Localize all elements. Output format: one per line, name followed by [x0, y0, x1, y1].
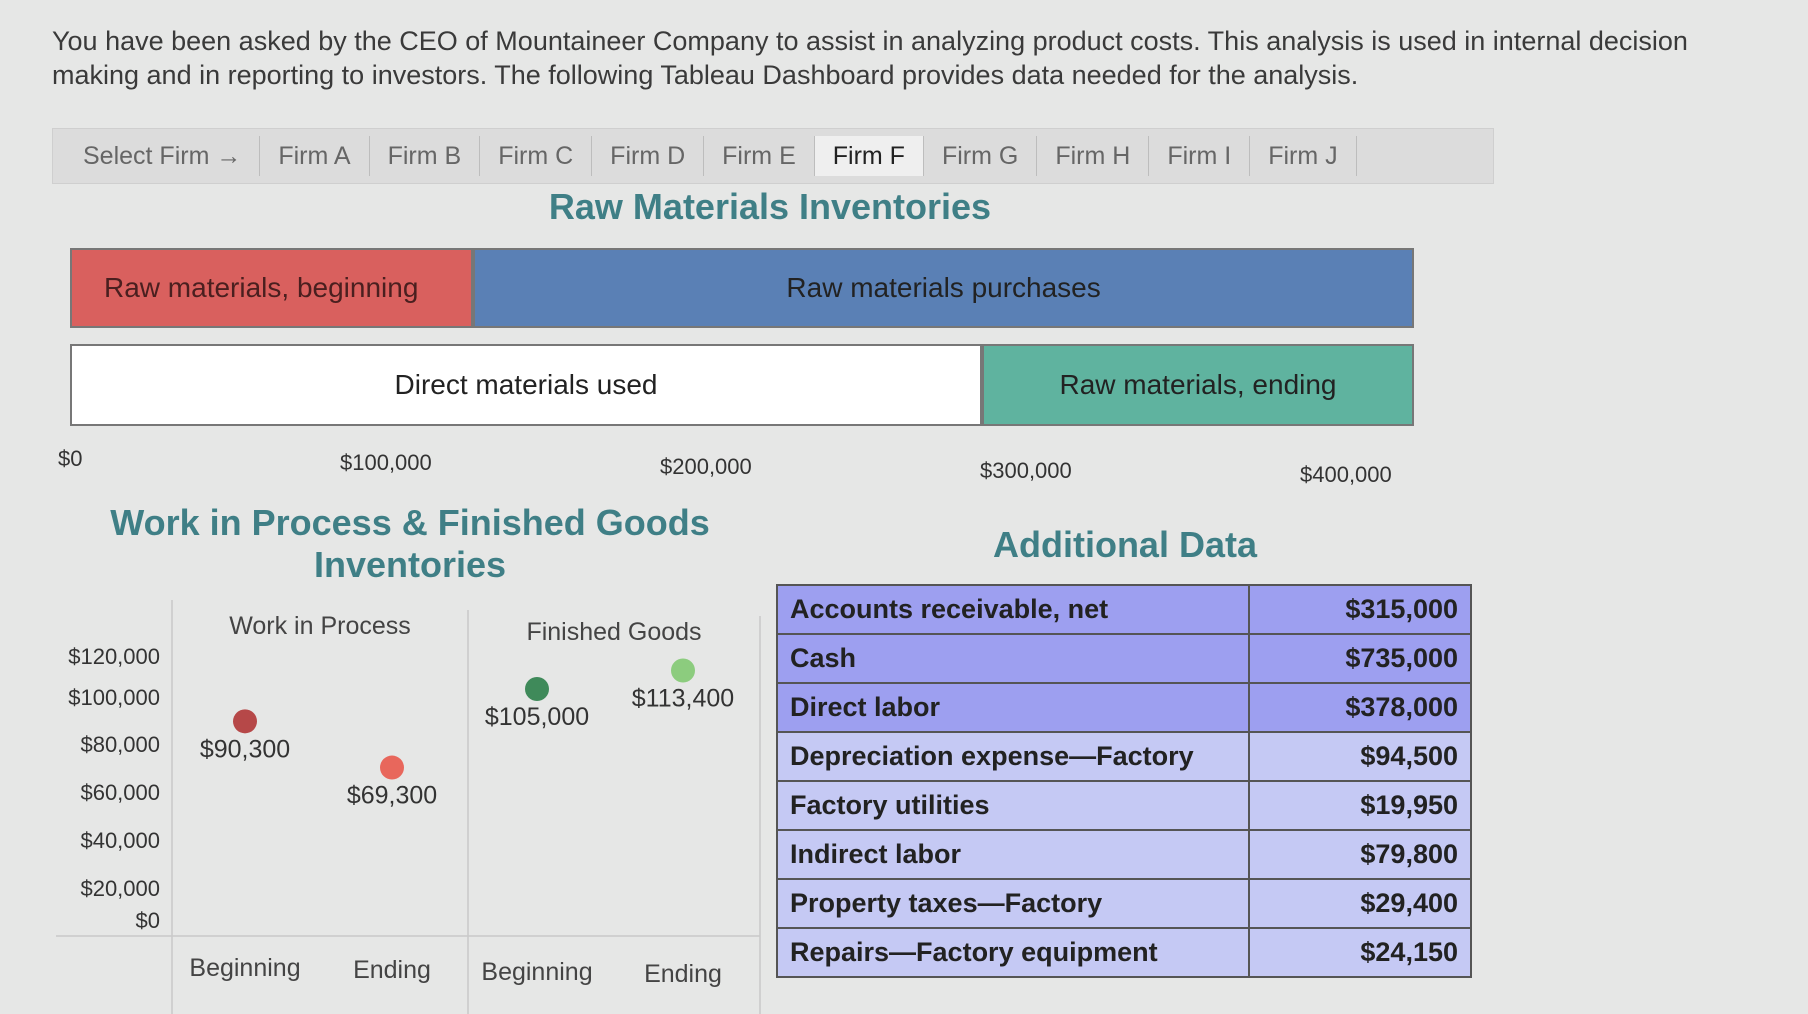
- table-row-value: $29,400: [1248, 878, 1472, 929]
- select-firm-label: Select Firm →: [53, 136, 261, 176]
- bar-raw-beginning-label: Raw materials, beginning: [104, 272, 419, 303]
- table-row-label: Accounts receivable, net: [776, 584, 1250, 635]
- additional-data-title: Additional Data: [992, 524, 1257, 565]
- wip-y-tick: $80,000: [80, 732, 160, 757]
- table-row: Property taxes—Factory $29,400: [776, 878, 1472, 929]
- bar-raw-purchases-label: Raw materials purchases: [786, 272, 1101, 303]
- inventory-point-label: $105,000: [485, 703, 589, 731]
- bar-raw-ending: Raw materials, ending: [982, 344, 1414, 426]
- wip-fg-title: Work in Process & Finished Goods Invento…: [90, 502, 730, 586]
- wip-y-tick: $100,000: [68, 685, 160, 710]
- fg-x-label: Beginning: [481, 958, 592, 986]
- inventory-point: [380, 755, 404, 780]
- raw-axis-tick: $300,000: [980, 458, 1072, 483]
- tab-firm-g[interactable]: Firm G: [924, 136, 1038, 176]
- table-row-value: $79,800: [1248, 829, 1472, 880]
- tab-firm-b[interactable]: Firm B: [370, 136, 481, 176]
- tab-firm-d[interactable]: Firm D: [592, 136, 705, 176]
- bar-direct-materials-used-label: Direct materials used: [394, 369, 658, 400]
- table-row: Factory utilities $19,950: [776, 780, 1472, 831]
- firm-tabs: Select Firm → Firm A Firm B Firm C Firm …: [52, 128, 1494, 184]
- raw-axis-tick: $200,000: [660, 454, 752, 479]
- inventory-point-label: $69,300: [347, 782, 437, 810]
- raw-axis-tick: $400,000: [1300, 462, 1392, 487]
- table-row: Direct labor $378,000: [776, 682, 1472, 733]
- table-row-value: $19,950: [1248, 780, 1472, 831]
- table-row-label: Property taxes—Factory: [776, 878, 1250, 929]
- tab-firm-a[interactable]: Firm A: [260, 136, 370, 176]
- wip-y-tick: $20,000: [80, 876, 160, 901]
- table-row-value: $24,150: [1248, 927, 1472, 978]
- fg-x-label: Ending: [644, 960, 722, 988]
- table-row-value: $378,000: [1248, 682, 1472, 733]
- table-row-value: $735,000: [1248, 633, 1472, 684]
- bar-raw-ending-label: Raw materials, ending: [1059, 369, 1337, 400]
- additional-data-table: Accounts receivable, net $315,000 Cash $735…: [776, 584, 1472, 978]
- wip-x-label: Beginning: [189, 954, 300, 982]
- inventory-point: [671, 658, 695, 683]
- wip-y-tick: $60,000: [80, 780, 160, 805]
- bar-raw-beginning: Raw materials, beginning: [70, 248, 474, 328]
- raw-axis-tick: $100,000: [340, 450, 432, 475]
- table-row: Depreciation expense—Factory $94,500: [776, 731, 1472, 782]
- wip-x-label: Ending: [353, 956, 431, 984]
- table-row: Accounts receivable, net $315,000: [776, 584, 1472, 635]
- bar-direct-materials-used: Direct materials used: [70, 344, 982, 426]
- tab-firm-i[interactable]: Firm I: [1149, 136, 1251, 176]
- wip-fg-title-line1: Work in Process & Finished Goods: [110, 502, 710, 543]
- tab-firm-h[interactable]: Firm H: [1037, 136, 1150, 176]
- inventory-point: [233, 709, 257, 734]
- tab-firm-j[interactable]: Firm J: [1250, 136, 1357, 176]
- table-row: Cash $735,000: [776, 633, 1472, 684]
- wip-y-tick: $40,000: [80, 828, 160, 853]
- table-row-label: Cash: [776, 633, 1250, 684]
- raw-axis-tick: $0: [58, 446, 83, 471]
- table-row: Repairs—Factory equipment $24,150: [776, 927, 1472, 978]
- wip-fg-title-line2: Inventories: [313, 544, 507, 585]
- tab-firm-c[interactable]: Firm C: [480, 136, 593, 176]
- intro-text: You have been asked by the CEO of Mounta…: [52, 26, 1688, 90]
- inventory-point: [525, 677, 549, 701]
- inventory-point-label: $90,300: [200, 735, 290, 763]
- raw-materials-title: Raw Materials Inventories: [548, 186, 992, 227]
- table-row: Indirect labor $79,800: [776, 829, 1472, 880]
- table-row-label: Indirect labor: [776, 829, 1250, 880]
- table-row-value: $94,500: [1248, 731, 1472, 782]
- tab-firm-e[interactable]: Firm E: [704, 136, 815, 176]
- panel-label-wip: Work in Process: [229, 612, 411, 640]
- tab-firm-f[interactable]: Firm F: [814, 136, 924, 176]
- wip-y-tick: $0: [136, 908, 160, 933]
- table-row-label: Depreciation expense—Factory: [776, 731, 1250, 782]
- bar-raw-purchases: Raw materials purchases: [473, 248, 1414, 328]
- table-row-label: Direct labor: [776, 682, 1250, 733]
- inventory-point-label: $113,400: [632, 685, 734, 713]
- wip-y-tick: $120,000: [68, 644, 160, 669]
- table-row-label: Factory utilities: [776, 780, 1250, 831]
- table-row-label: Repairs—Factory equipment: [776, 927, 1250, 978]
- panel-label-fg: Finished Goods: [526, 618, 701, 646]
- table-row-value: $315,000: [1248, 584, 1472, 635]
